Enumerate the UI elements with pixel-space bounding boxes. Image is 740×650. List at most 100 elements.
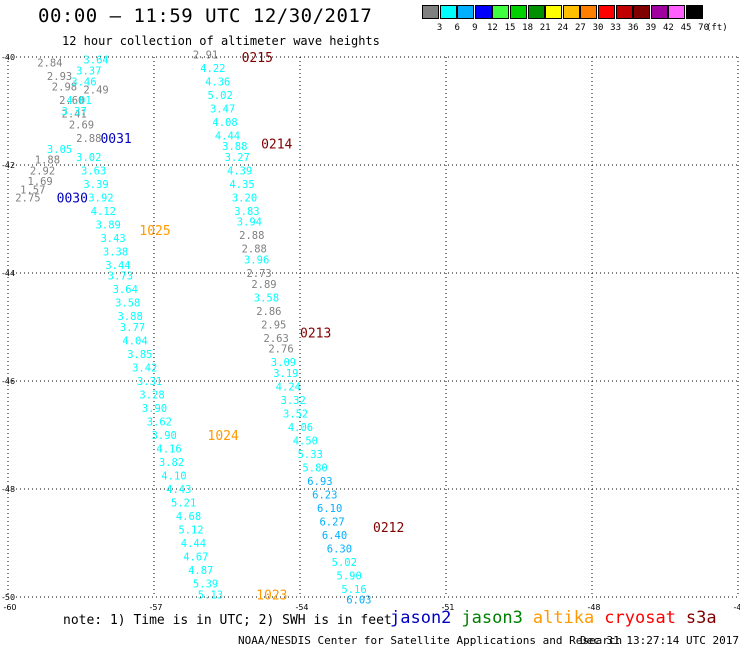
- swh-value-label: 4.22: [200, 63, 225, 75]
- color-scale-label: 45: [680, 23, 692, 33]
- y-tick-label: -46: [2, 377, 15, 386]
- swh-value-label: 4.67: [183, 552, 208, 564]
- swh-value-label: 2.41: [62, 109, 87, 121]
- color-scale-label: 42: [662, 23, 674, 33]
- swh-value-label: 4.10: [161, 471, 186, 483]
- swh-value-label: 3.58: [254, 292, 279, 304]
- swh-value-label: 3.83: [234, 206, 259, 218]
- color-scale-swatch: [422, 5, 439, 19]
- swh-value-label: 4.43: [166, 484, 191, 496]
- swh-value-label: 2.89: [251, 279, 276, 291]
- swh-value-label: 3.19: [273, 368, 298, 380]
- swh-value-label: 6.10: [317, 503, 342, 515]
- swh-value-label: 3.90: [152, 430, 177, 442]
- chart-note: note: 1) Time is in UTC; 2) SWH is in fe…: [63, 613, 392, 628]
- swh-value-label: 4.68: [176, 511, 201, 523]
- swh-value-label: 3.46: [71, 76, 96, 88]
- color-scale-swatch: [650, 5, 668, 19]
- swh-value-label: 3.82: [159, 457, 184, 469]
- color-scale-swatch: [580, 5, 598, 19]
- swh-value-label: 5.39: [193, 579, 218, 591]
- swh-value-label: 1.69: [27, 176, 52, 188]
- credit-footer: NOAA/NESDIS Center for Satellite Applica…: [238, 634, 623, 647]
- swh-value-label: 4.24: [276, 381, 301, 393]
- swh-value-label: 2.75: [15, 192, 40, 204]
- color-scale-label: 27: [574, 23, 586, 33]
- swh-value-label: 1.57: [20, 184, 45, 196]
- swh-value-label: 2.92: [30, 165, 55, 177]
- swh-value-label: 3.89: [96, 219, 121, 231]
- color-scale-label: 39: [645, 23, 657, 33]
- color-scale-label: 24: [557, 23, 569, 33]
- legend-item-jason3: jason3: [461, 608, 523, 628]
- swh-value-label: 3.92: [88, 192, 113, 204]
- swh-value-label: 4.12: [91, 206, 116, 218]
- swh-value-label: 5.13: [198, 589, 223, 601]
- pass-time-label: 1023: [256, 588, 287, 603]
- y-tick-label: -50: [2, 593, 15, 602]
- swh-value-label: 6.03: [346, 595, 371, 607]
- x-tick-label: -45: [733, 603, 740, 612]
- swh-value-label: 4.44: [215, 130, 240, 142]
- swh-value-label: 3.31: [137, 376, 162, 388]
- swh-value-label: 2.76: [268, 344, 293, 356]
- pass-time-label: 0212: [373, 521, 404, 536]
- color-scale-swatch: [615, 5, 633, 19]
- swh-value-label: 3.62: [147, 417, 172, 429]
- swh-value-label: 4.04: [122, 336, 147, 348]
- swh-value-label: 3.88: [118, 311, 143, 323]
- swh-value-label: 3.47: [210, 103, 235, 115]
- pass-time-label: 0215: [242, 51, 273, 66]
- pass-time-label: 0030: [57, 191, 88, 206]
- swh-value-label: 3.44: [105, 260, 130, 272]
- color-scale-unit: (ft): [706, 23, 728, 33]
- swh-value-label: 2.86: [256, 306, 281, 318]
- color-scale-label: 15: [504, 23, 516, 33]
- swh-value-label: 4.01: [66, 95, 91, 107]
- swh-value-label: 5.21: [171, 498, 196, 510]
- color-scale-label: 70: [698, 23, 710, 33]
- color-scale-swatch: [598, 5, 615, 19]
- swh-value-label: 2.95: [261, 319, 286, 331]
- chart-subtitle: 12 hour collection of altimeter wave hei…: [62, 34, 380, 48]
- swh-value-label: 4.16: [156, 444, 181, 456]
- color-scale-swatch: [474, 5, 492, 19]
- pass-time-label: 1024: [208, 429, 239, 444]
- swh-value-label: 3.77: [120, 322, 145, 334]
- swh-value-label: 2.98: [52, 82, 77, 94]
- color-scale-label: 18: [522, 23, 534, 33]
- swh-value-label: 5.90: [337, 570, 362, 582]
- color-scale-label: 3: [436, 23, 443, 33]
- swh-value-label: 3.20: [232, 192, 257, 204]
- swh-value-label: 2.88: [239, 230, 264, 242]
- color-scale-label: 30: [592, 23, 604, 33]
- color-scale-swatch: [510, 5, 527, 19]
- swh-value-label: 5.12: [178, 525, 203, 537]
- swh-value-label: 4.08: [212, 117, 237, 129]
- swh-value-label: 4.50: [293, 435, 318, 447]
- swh-value-label: 6.23: [312, 489, 337, 501]
- x-tick-label: -60: [3, 603, 16, 612]
- swh-value-label: 1.88: [35, 155, 60, 167]
- swh-value-label: 2.73: [246, 268, 271, 280]
- swh-value-label: 3.37: [62, 106, 87, 118]
- swh-value-label: 3.73: [108, 271, 133, 283]
- legend-item-jason2: jason2: [390, 608, 452, 628]
- swh-value-label: 6.30: [327, 543, 352, 555]
- swh-value-label: 3.52: [283, 408, 308, 420]
- color-scale-swatch: [668, 5, 686, 19]
- color-scale-label: 36: [627, 23, 639, 33]
- color-scale-label: 12: [486, 23, 498, 33]
- swh-value-label: 3.58: [115, 298, 140, 310]
- pass-time-label: 0214: [261, 137, 292, 152]
- swh-value-label: 3.64: [83, 55, 108, 67]
- pass-time-label: 1025: [139, 224, 170, 239]
- color-scale-swatch: [527, 5, 545, 19]
- swh-value-label: 3.28: [139, 390, 164, 402]
- x-tick-label: -54: [295, 603, 308, 612]
- swh-value-label: 4.36: [205, 76, 230, 88]
- swh-value-label: 3.09: [271, 357, 296, 369]
- swh-value-label: 2.60: [59, 95, 84, 107]
- swh-value-label: 5.02: [332, 557, 357, 569]
